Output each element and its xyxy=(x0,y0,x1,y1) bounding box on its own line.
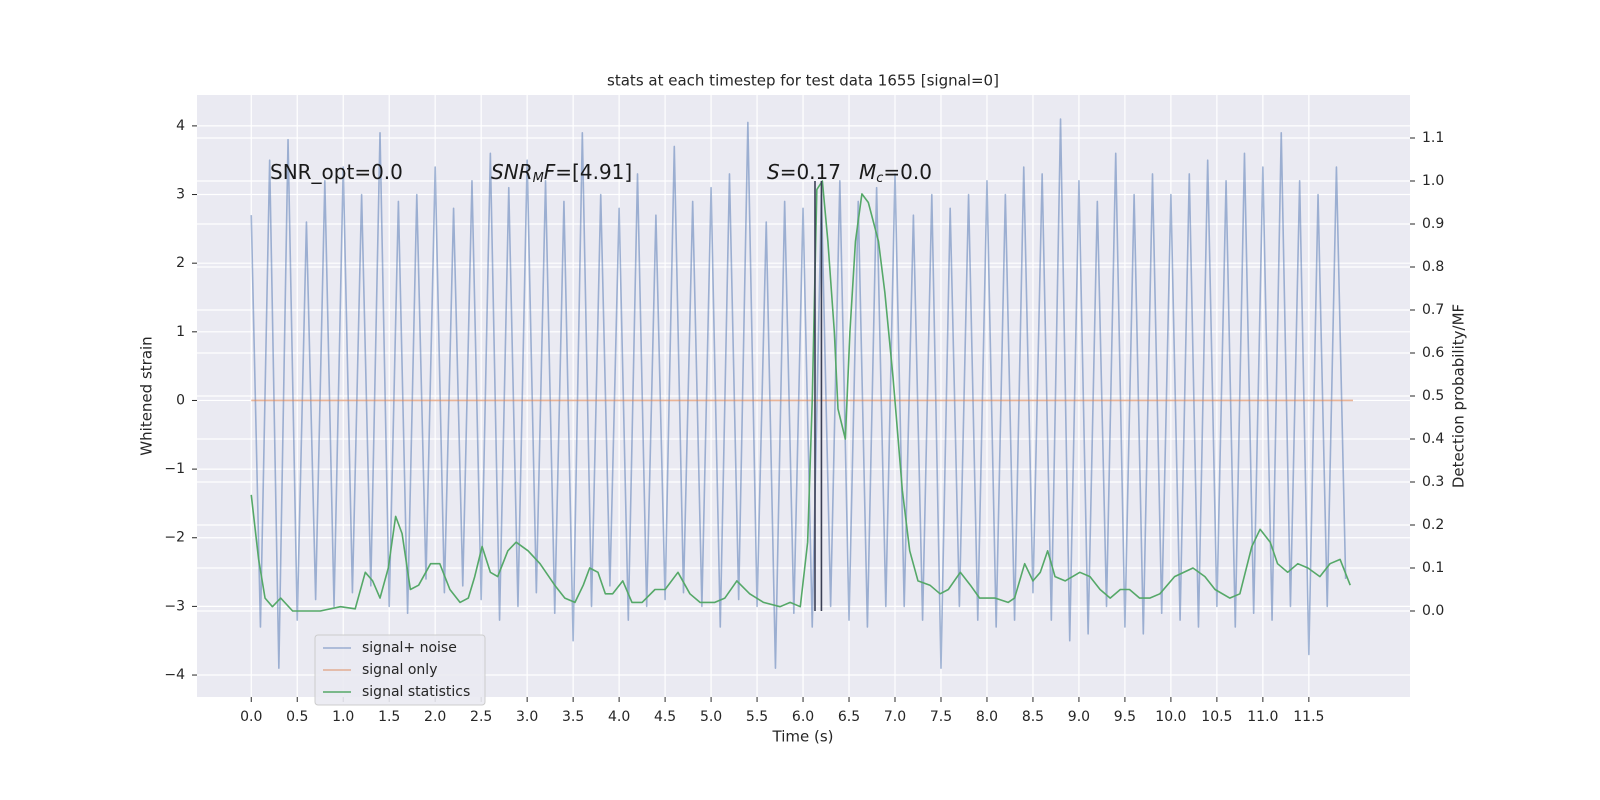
annotation-part: S xyxy=(767,160,780,184)
x-tick-label: 6.0 xyxy=(792,709,814,725)
y2-tick-label: 0.7 xyxy=(1422,302,1444,318)
x-tick-label: 0.5 xyxy=(286,709,308,725)
annotation-part: SNR_opt=0.0 xyxy=(270,160,403,184)
x-tick-label: 9.5 xyxy=(1114,709,1136,725)
legend-box xyxy=(314,634,486,706)
y-tick-label: −4 xyxy=(164,667,185,683)
y-axis-label: Whitened strain xyxy=(138,336,156,455)
x-tick-label: 3.5 xyxy=(562,709,584,725)
y-tick-label: 2 xyxy=(176,255,185,271)
y2-tick-label: 0.1 xyxy=(1422,560,1444,576)
y2-tick-label: 0.3 xyxy=(1422,474,1444,490)
annotation-part: c xyxy=(876,171,883,186)
y2-tick-label: 1.0 xyxy=(1422,173,1444,189)
y2-tick-label: 1.1 xyxy=(1422,130,1444,146)
series-line xyxy=(250,180,1351,612)
x-tick-label: 2.5 xyxy=(470,709,492,725)
x-axis-label: Time (s) xyxy=(772,728,834,746)
y-tick-label: 3 xyxy=(176,187,185,203)
y-tick-label: 4 xyxy=(176,118,185,134)
chart-title: stats at each timestep for test data 165… xyxy=(607,72,999,90)
y2-tick-label: 0.6 xyxy=(1422,345,1444,361)
x-tick-label: 2.0 xyxy=(424,709,446,725)
x-tick-label: 7.5 xyxy=(930,709,952,725)
y-tick-label: −3 xyxy=(164,598,185,614)
annotation-part: M xyxy=(859,160,876,184)
x-tick-label: 8.5 xyxy=(1022,709,1044,725)
y2-tick-label: 0.9 xyxy=(1422,216,1444,232)
x-tick-label: 11.0 xyxy=(1247,709,1278,725)
series-line xyxy=(250,118,1347,669)
annotation: SNR_opt=0.0 xyxy=(270,160,403,184)
y2-axis-label: Detection probability/MF xyxy=(1450,304,1468,488)
x-tick-label: 3.0 xyxy=(516,709,538,725)
annotation-part: SNR xyxy=(491,160,533,184)
legend-label: signal statistics xyxy=(362,684,470,700)
annotation: S=0.17 xyxy=(767,160,841,184)
y2-tick-label: 0.5 xyxy=(1422,388,1444,404)
y2-tick-label: 0.8 xyxy=(1422,259,1444,275)
legend-label: signal+ noise xyxy=(362,640,457,656)
annotation-part: F xyxy=(544,160,556,184)
annotation-part: =0.17 xyxy=(780,160,841,184)
x-tick-label: 5.5 xyxy=(746,709,768,725)
y-tick-label: −1 xyxy=(164,461,185,477)
x-tick-label: 8.0 xyxy=(976,709,998,725)
y2-tick-label: 0.0 xyxy=(1422,603,1444,619)
x-tick-label: 10.5 xyxy=(1201,709,1232,725)
x-tick-label: 1.0 xyxy=(332,709,354,725)
y-tick-label: −2 xyxy=(164,530,185,546)
y2-tick-label: 0.4 xyxy=(1422,431,1444,447)
x-tick-label: 0.0 xyxy=(240,709,262,725)
x-tick-label: 1.5 xyxy=(378,709,400,725)
annotation-part: =0.0 xyxy=(883,160,932,184)
y-tick-label: 0 xyxy=(176,392,185,408)
annotation: SNRMF=[4.91] xyxy=(491,160,632,186)
x-tick-label: 5.0 xyxy=(700,709,722,725)
x-tick-label: 7.0 xyxy=(884,709,906,725)
annotation: Mc=0.0 xyxy=(859,160,932,186)
annotation-part: M xyxy=(533,171,544,186)
y2-tick-label: 0.2 xyxy=(1422,517,1444,533)
x-tick-label: 4.0 xyxy=(608,709,630,725)
x-tick-label: 4.5 xyxy=(654,709,676,725)
x-tick-label: 9.0 xyxy=(1068,709,1090,725)
x-tick-label: 10.0 xyxy=(1155,709,1186,725)
legend-label: signal only xyxy=(362,662,437,678)
y-tick-label: 1 xyxy=(176,324,185,340)
annotation-part: =[4.91] xyxy=(555,160,632,184)
x-tick-label: 6.5 xyxy=(838,709,860,725)
x-tick-label: 11.5 xyxy=(1293,709,1324,725)
